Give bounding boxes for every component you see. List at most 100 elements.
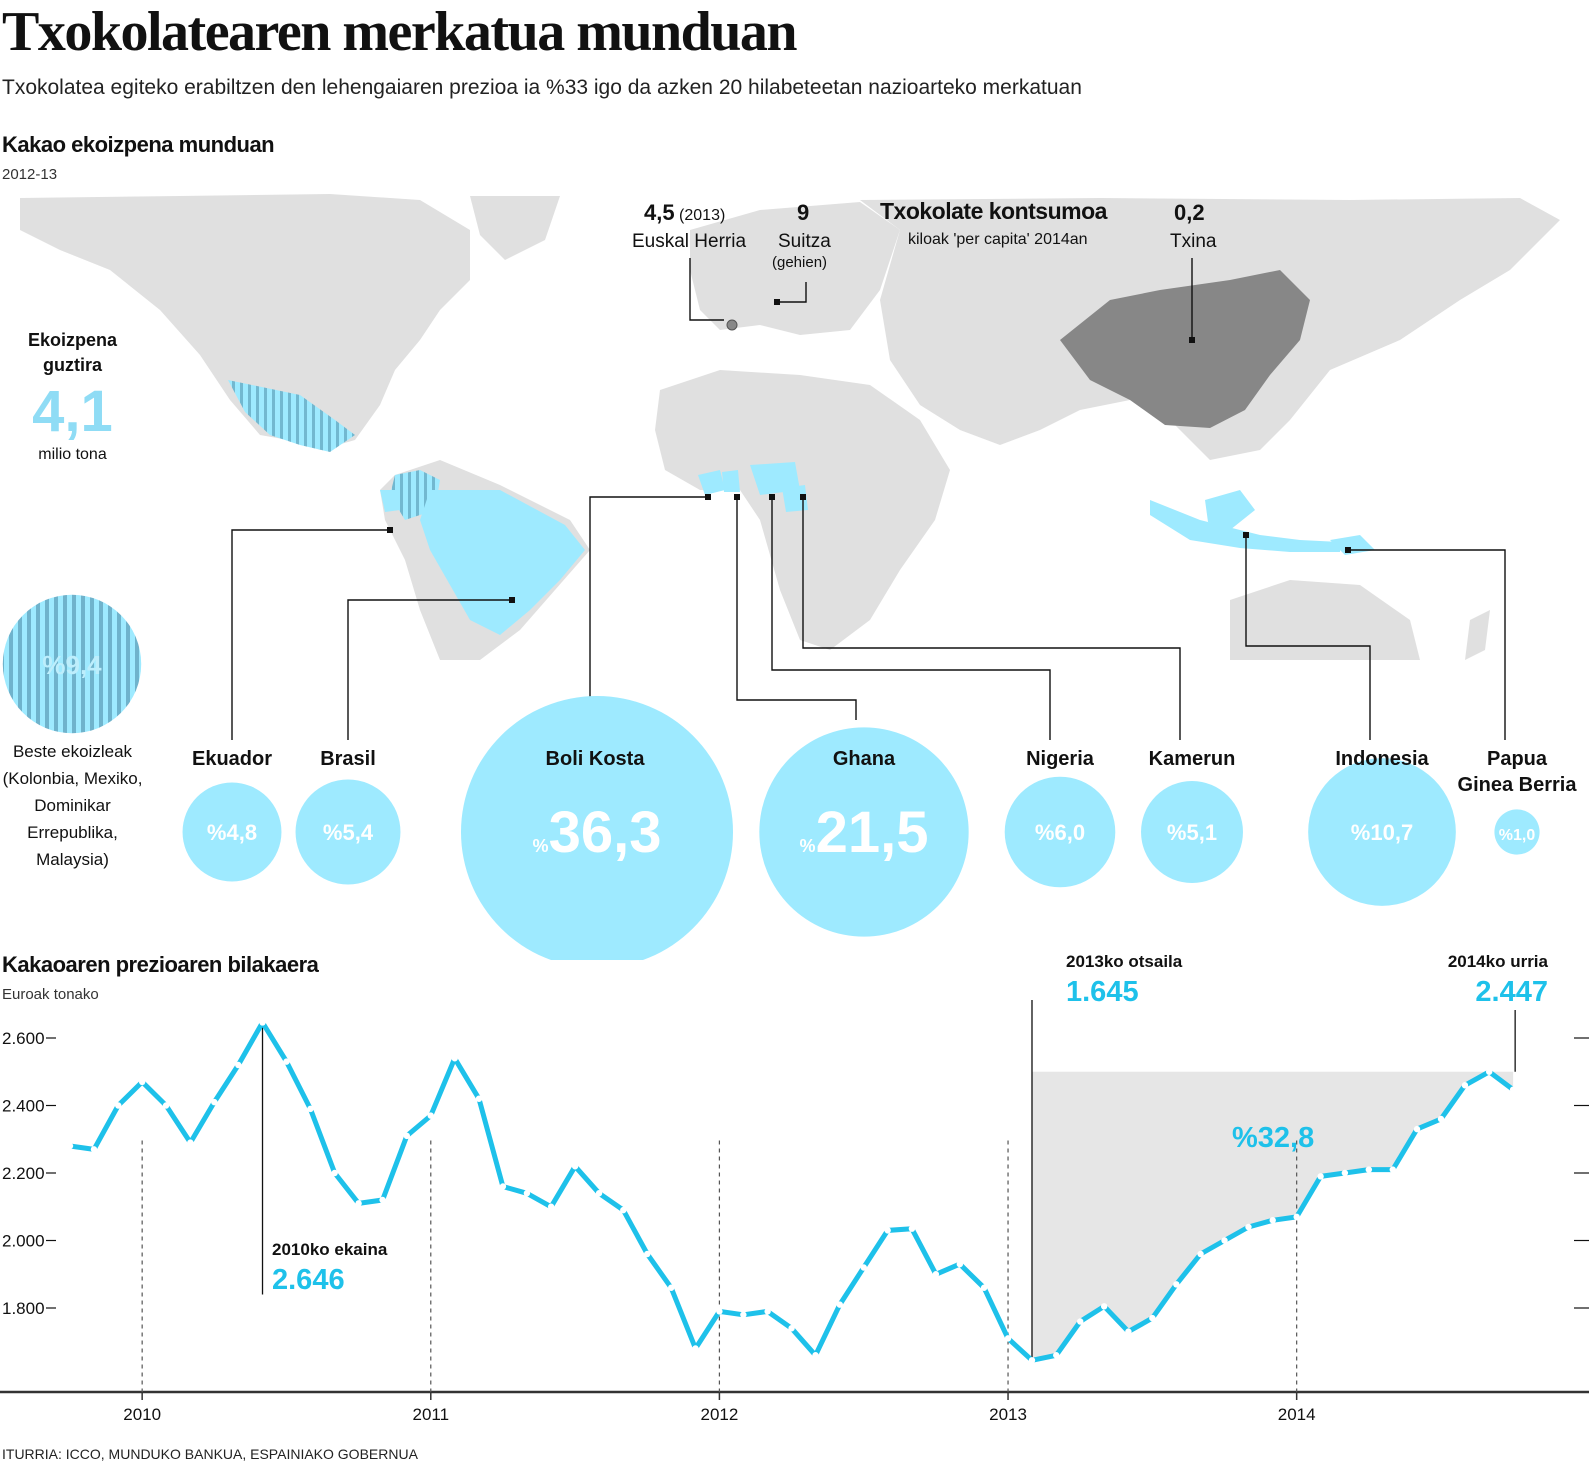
annotation-2014-label: 2014ko urria — [1447, 952, 1548, 971]
price-point — [860, 1264, 867, 1271]
map-borneo — [1205, 490, 1255, 530]
map-brazil — [420, 490, 585, 635]
map-ivory-coast — [698, 470, 725, 495]
price-point — [595, 1190, 603, 1197]
consumption-basque-place: Euskal Herria — [632, 231, 747, 252]
price-point — [1076, 1318, 1084, 1325]
page-subtitle: Txokolatea egiteko erabiltzen den leheng… — [2, 76, 1082, 99]
bubble-value-7: %1,0 — [1499, 827, 1536, 844]
increase-area — [1031, 1071, 1514, 1361]
price-point — [1245, 1223, 1252, 1231]
bubble-brasil — [295, 779, 401, 885]
bubble-value-3: %21,5 — [800, 800, 929, 865]
price-point — [1197, 1250, 1204, 1258]
ytick-label-3: 2.400 — [2, 1097, 45, 1116]
bubble-indonesia — [1308, 758, 1456, 906]
increase-label: %32,8 — [1232, 1122, 1315, 1154]
price-unit: Euroak tonako — [2, 986, 99, 1003]
price-point — [379, 1196, 386, 1204]
production-title: Kakao ekoizpena munduan — [2, 132, 275, 157]
bubble-other-label: %9,4 — [42, 650, 102, 680]
bubble-boli-kosta — [461, 696, 733, 960]
producer-bubbles: %9,4 %4,8 Ekuador %5,4 Brasil %36,3 Boli Kosta… — [2, 258, 1577, 960]
price-point — [451, 1055, 458, 1062]
price-point — [764, 1308, 771, 1315]
consumption-title: Txokolate kontsumoa — [880, 198, 1107, 224]
map-ecuador — [380, 490, 400, 512]
price-point — [668, 1284, 675, 1291]
bubble-value-4: %6,0 — [1035, 820, 1085, 845]
price-point — [235, 1061, 242, 1069]
price-point — [644, 1250, 651, 1258]
bubble-value-0: %4,8 — [207, 820, 257, 845]
bubble-value-2: %36,3 — [533, 800, 662, 865]
country-name-4-0: Nigeria — [1026, 748, 1095, 770]
price-point — [836, 1301, 843, 1308]
price-point — [1365, 1166, 1373, 1173]
price-point — [1004, 1335, 1012, 1342]
country-name-1-0: Brasil — [320, 748, 376, 770]
price-point — [812, 1352, 819, 1359]
total-production-value: 4,1 — [32, 379, 113, 444]
map-indonesia — [1150, 500, 1340, 552]
consumption-swiss-place: Suitza — [778, 231, 831, 252]
total-label-line1: Ekoizpena — [27, 330, 118, 350]
price-point — [884, 1227, 891, 1234]
annotation-2010-value: 2.646 — [272, 1264, 345, 1296]
total-label-line2: guztira — [42, 355, 102, 375]
country-name-6-0: Indonesia — [1335, 748, 1429, 770]
price-point — [162, 1102, 170, 1109]
ytick-label-0: 1.800 — [2, 1299, 45, 1318]
price-point — [307, 1105, 314, 1113]
price-point — [66, 1142, 74, 1150]
annotation-2010-label: 2010ko ekaina — [272, 1240, 388, 1259]
leader-dots — [387, 299, 1351, 603]
price-point — [716, 1308, 723, 1315]
price-point — [1221, 1237, 1228, 1244]
total-production-label: Ekoizpena guztira — [0, 328, 145, 378]
bubble-value-6: %10,7 — [1351, 820, 1413, 845]
consumption-basque: 4,5 (2013) — [644, 200, 725, 226]
country-name-7-0: Papua — [1487, 748, 1548, 770]
consumption-swiss-value: 9 — [797, 200, 810, 225]
price-point — [523, 1190, 531, 1197]
annotation-2013-value: 1.645 — [1066, 976, 1139, 1008]
other-label-line3: Dominikar — [34, 796, 111, 815]
price-point — [403, 1132, 411, 1140]
price-point — [1461, 1082, 1469, 1089]
price-point — [1509, 1086, 1517, 1093]
price-point — [740, 1311, 747, 1318]
bubble-value-5: %5,1 — [1167, 820, 1217, 845]
map-europe — [690, 202, 900, 335]
price-point — [980, 1284, 988, 1291]
xtick-label-3: 2013 — [989, 1405, 1027, 1424]
price-point — [1173, 1281, 1180, 1288]
other-label-line2: (Kolonbia, Mexiko, — [2, 769, 143, 788]
price-point — [259, 1019, 266, 1026]
consumption-basque-note: (2013) — [679, 207, 726, 224]
total-production-unit: milio tona — [38, 446, 107, 463]
ytick-label-1: 2.000 — [2, 1232, 45, 1251]
map-central-america — [228, 380, 355, 452]
price-point — [1100, 1303, 1108, 1310]
map-china — [1060, 270, 1310, 428]
other-label-line1: Beste ekoizleak — [12, 742, 133, 761]
price-point — [1293, 1213, 1300, 1221]
price-point — [90, 1146, 98, 1153]
price-point — [427, 1112, 434, 1119]
bubble-group: %9,4 %4,8 Ekuador %5,4 Brasil %36,3 Boli Kosta… — [2, 594, 1577, 960]
other-label-line5: Malaysia) — [36, 850, 109, 869]
price-point — [1053, 1352, 1060, 1359]
price-point — [692, 1345, 699, 1352]
xtick-label-0: 2010 — [123, 1405, 161, 1424]
price-point — [187, 1139, 194, 1146]
price-point — [932, 1271, 940, 1278]
price-point — [1317, 1173, 1324, 1180]
price-point — [475, 1095, 483, 1102]
price-point — [788, 1325, 795, 1332]
price-point — [1389, 1166, 1396, 1173]
price-point — [1149, 1314, 1156, 1322]
map-north-america — [20, 194, 470, 450]
price-point — [331, 1169, 338, 1177]
xtick-label-1: 2011 — [413, 1405, 450, 1424]
